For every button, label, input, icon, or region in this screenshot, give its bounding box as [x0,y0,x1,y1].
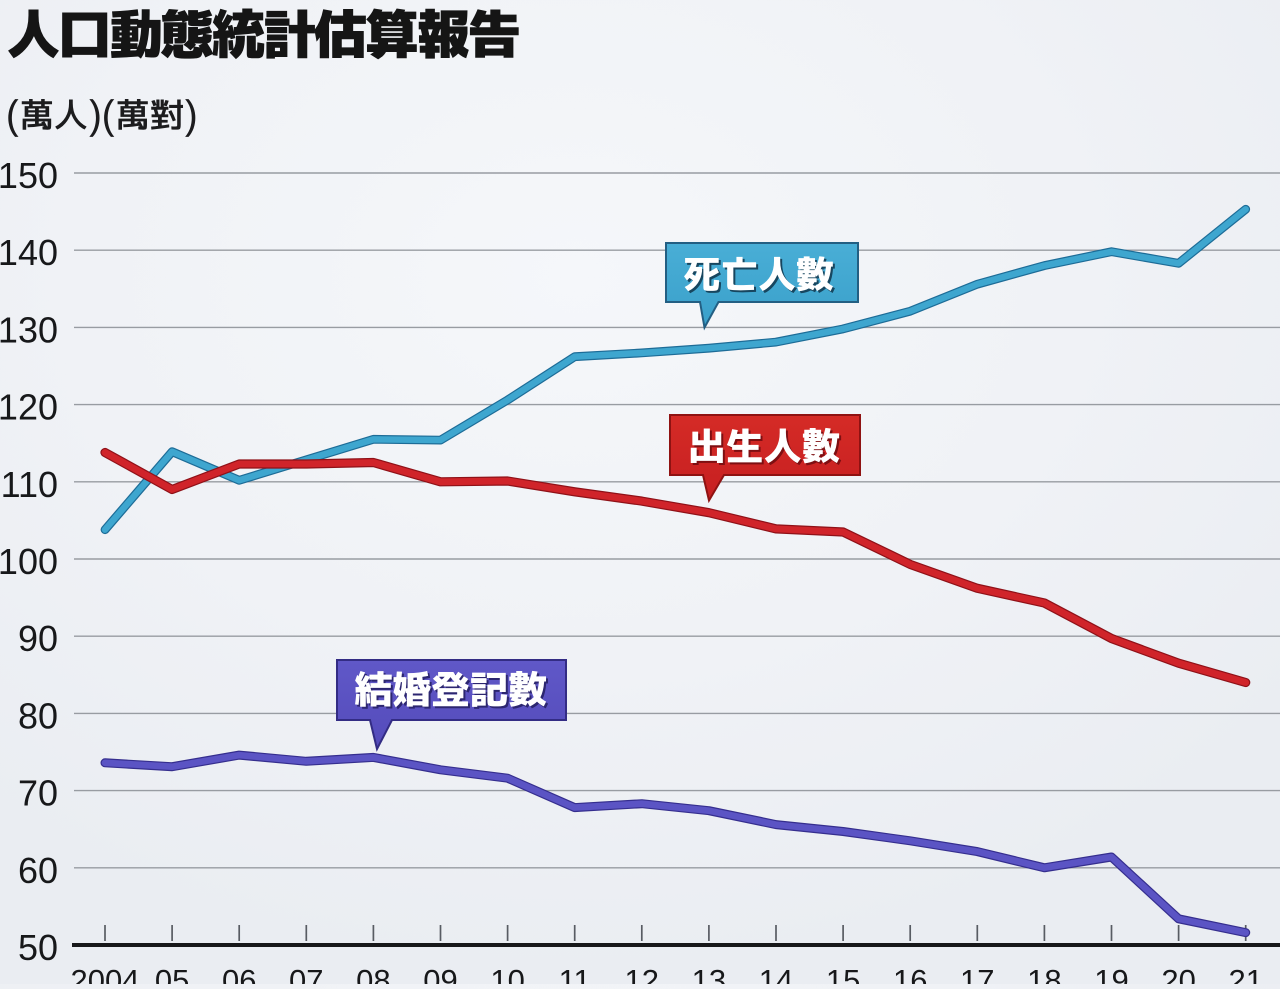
svg-text:09: 09 [423,963,457,984]
svg-text:110: 110 [1,464,58,505]
svg-text:07: 07 [289,963,323,984]
svg-text:15: 15 [826,963,860,984]
svg-text:21: 21 [1228,963,1262,984]
svg-text:150: 150 [0,155,58,196]
svg-text:17: 17 [960,963,994,984]
svg-text:80: 80 [18,695,58,736]
svg-text:05: 05 [155,963,189,984]
svg-text:70: 70 [18,773,58,814]
svg-text:90: 90 [18,618,58,659]
svg-text:20: 20 [1161,963,1195,984]
svg-text:14: 14 [759,963,793,984]
svg-text:140: 140 [0,232,58,273]
svg-text:50: 50 [18,927,58,968]
svg-text:08: 08 [356,963,390,984]
svg-text:60: 60 [18,850,58,891]
svg-text:120: 120 [0,387,58,428]
svg-text:13: 13 [692,963,726,984]
svg-text:19: 19 [1094,963,1128,984]
svg-text:11: 11 [559,963,591,984]
svg-text:16: 16 [893,963,927,984]
svg-text:12: 12 [625,963,659,984]
svg-text:130: 130 [0,309,58,350]
svg-text:100: 100 [0,541,58,582]
svg-text:10: 10 [490,963,524,984]
svg-text:18: 18 [1027,963,1061,984]
svg-text:2004: 2004 [71,963,140,984]
svg-text:06: 06 [222,963,256,984]
